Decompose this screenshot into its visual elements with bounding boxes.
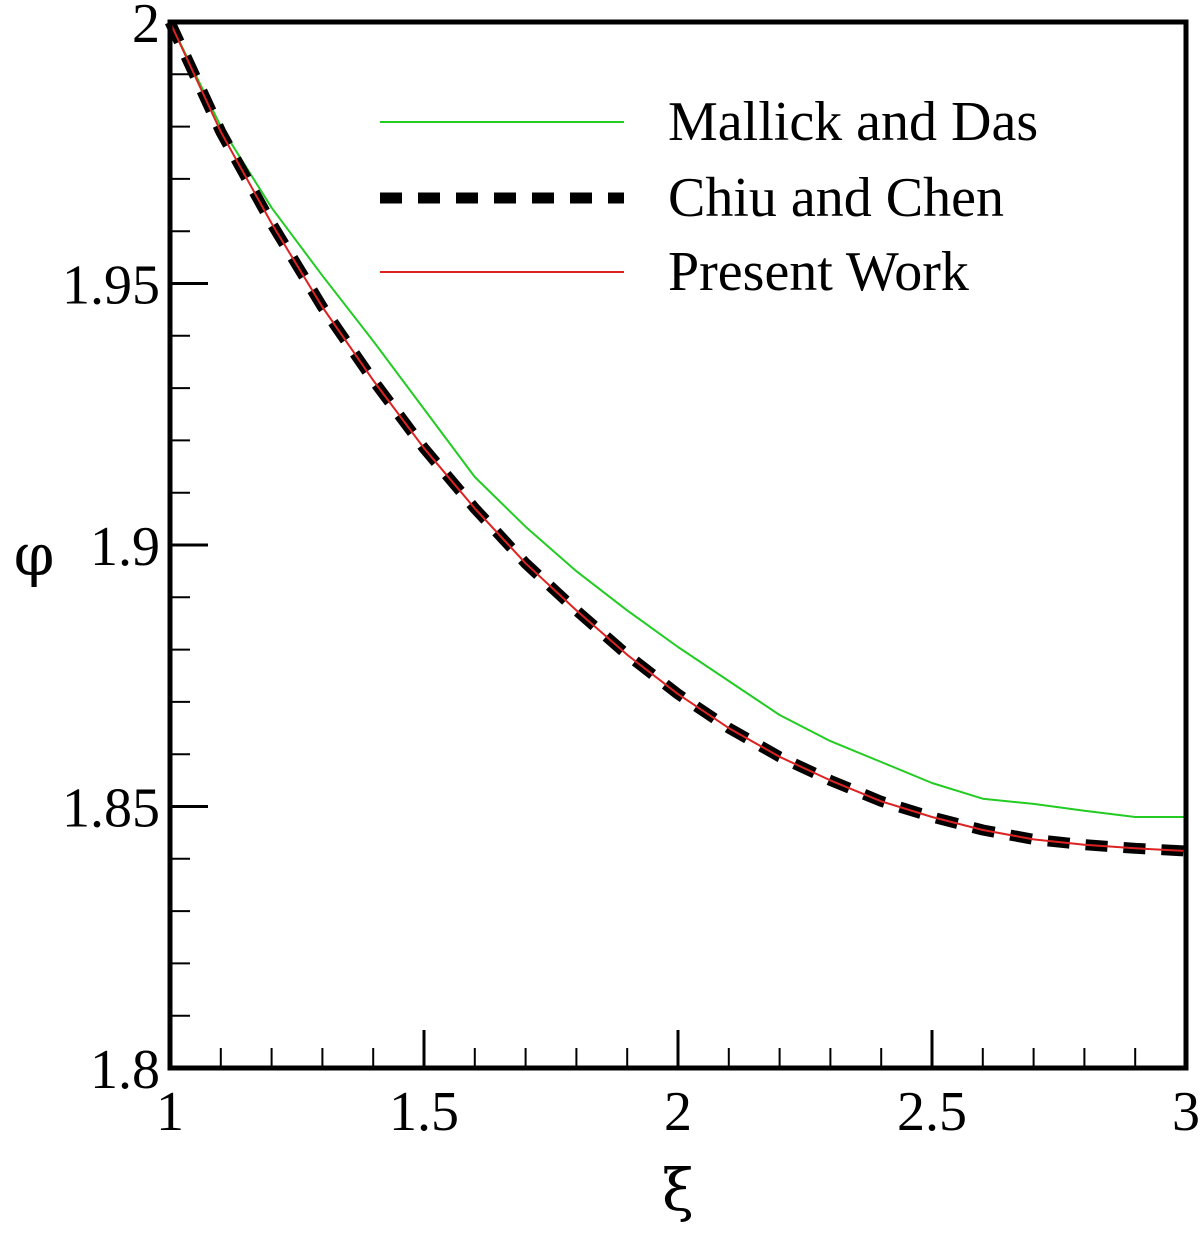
tick-labels-layer: 1 1.5 2 2.5 3 1.8 1.85 1.9 1.95 2 (62, 0, 1200, 1143)
y-axis-title: φ (14, 521, 55, 589)
x-tick-label: 1 (156, 1081, 184, 1143)
plot-frame (167, 19, 1189, 1071)
x-tick-label: 1.5 (389, 1081, 459, 1143)
y-tick-label: 1.95 (62, 255, 160, 317)
legend-label-mallick-and-das: Mallick and Das (668, 91, 1038, 153)
legend: Mallick and Das Chiu and Chen Present Work (380, 91, 1038, 303)
x-tick-label: 2.5 (897, 1081, 967, 1143)
y-tick-label: 2 (132, 0, 160, 55)
x-tick-label: 3 (1172, 1081, 1200, 1143)
legend-label-present-work: Present Work (668, 241, 969, 303)
y-tick-label: 1.8 (90, 1039, 160, 1101)
y-tick-label: 1.85 (62, 778, 160, 840)
x-axis-title: ξ (662, 1156, 694, 1224)
series-layer (165, 19, 1187, 857)
x-tick-label: 2 (664, 1081, 692, 1143)
legend-label-chiu-and-chen: Chiu and Chen (668, 167, 1004, 229)
series-line-present-work (169, 21, 1187, 852)
y-tick-label: 1.9 (90, 516, 160, 578)
series-line-mallick-and-das (169, 21, 1186, 818)
